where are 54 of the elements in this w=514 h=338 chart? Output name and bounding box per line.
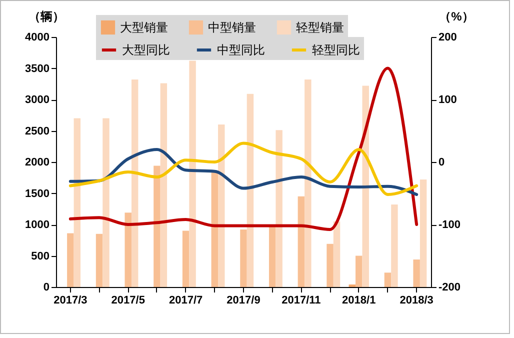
y2-tick-label: 200 xyxy=(438,32,457,44)
legend-label: 轻型同比 xyxy=(312,43,360,57)
y2-tick-label: -200 xyxy=(438,282,461,294)
line-series xyxy=(68,66,418,231)
y2-axis-title: （%） xyxy=(439,10,474,24)
bar xyxy=(384,272,392,287)
legend-label: 大型销量 xyxy=(120,20,168,34)
x-tick-label: 2017/7 xyxy=(168,294,203,306)
bar xyxy=(391,204,398,287)
x-tick-label: 2017/3 xyxy=(54,294,88,306)
legend-label: 中型销量 xyxy=(208,20,256,34)
y-tick-label: 1000 xyxy=(25,219,50,231)
y2-tick-label: -100 xyxy=(438,219,461,231)
y2-tick-label: 0 xyxy=(438,156,445,168)
x-tick-label: 2017/11 xyxy=(282,294,321,306)
bar xyxy=(240,230,247,287)
bar xyxy=(333,221,340,287)
x-tick-label: 2017/5 xyxy=(111,294,145,306)
y-axis-title: （辆） xyxy=(28,10,64,24)
bar xyxy=(67,233,74,287)
y-tick-label: 0 xyxy=(43,282,50,294)
y-tick-label: 4000 xyxy=(25,32,50,44)
bar xyxy=(356,256,362,287)
bar xyxy=(182,230,190,287)
bar xyxy=(102,118,110,287)
bar xyxy=(420,180,427,287)
bar xyxy=(413,260,420,287)
legend-label: 中型同比 xyxy=(217,43,265,57)
bar xyxy=(218,124,225,287)
bar xyxy=(298,196,305,287)
bar xyxy=(131,80,138,287)
legend-label: 大型同比 xyxy=(122,43,170,57)
bar xyxy=(74,118,81,287)
y-tick-label: 2500 xyxy=(25,125,50,138)
bar xyxy=(304,80,312,287)
bar xyxy=(276,130,282,287)
bar xyxy=(326,244,334,287)
bar xyxy=(211,171,218,287)
y-tick-label: 2000 xyxy=(25,156,50,168)
y-tick-label: 500 xyxy=(31,250,50,262)
x-tick-label: 2018/1 xyxy=(342,294,376,306)
bar xyxy=(96,234,103,287)
y-tick-label: 3000 xyxy=(25,94,50,106)
y-tick-label: 3500 xyxy=(25,62,50,75)
bar xyxy=(160,83,168,287)
bar xyxy=(246,94,254,287)
bar xyxy=(154,166,160,287)
y-tick-label: 1500 xyxy=(25,188,50,200)
bar xyxy=(124,212,132,287)
x-tick-label: 2017/9 xyxy=(226,294,260,306)
x-tick-label: 2018/3 xyxy=(400,294,434,306)
y2-tick-label: 100 xyxy=(438,94,457,106)
bar xyxy=(189,60,196,287)
legend-label: 轻型销量 xyxy=(296,20,344,34)
